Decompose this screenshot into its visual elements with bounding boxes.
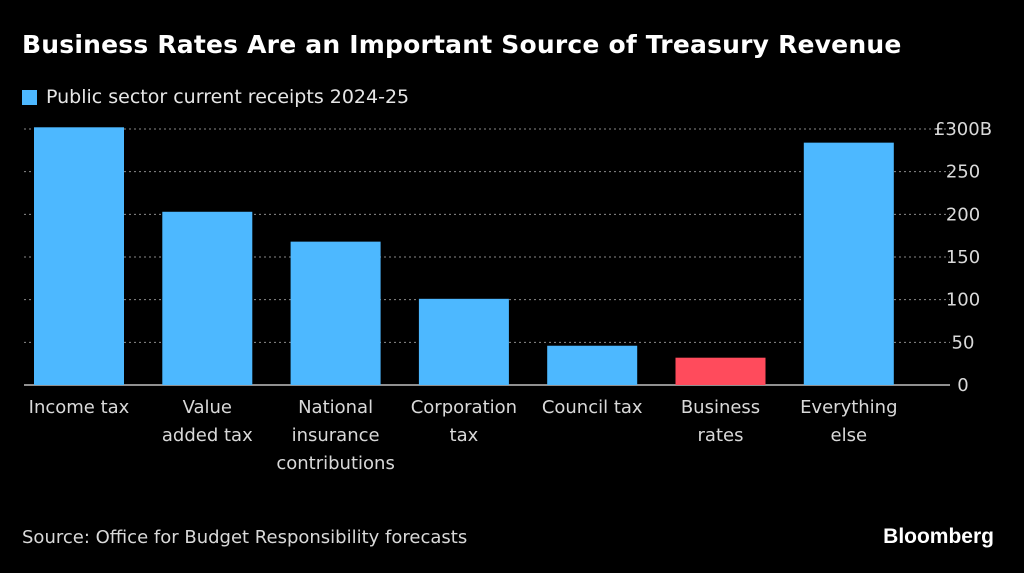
bar	[34, 127, 124, 385]
bar	[547, 345, 638, 385]
legend-label: Public sector current receipts 2024-25	[46, 86, 410, 108]
source-note: Source: Office for Budget Responsibility…	[22, 527, 468, 548]
x-category-label: National insurance contributions	[276, 397, 394, 474]
y-tick-label: 0	[957, 375, 968, 396]
x-category-label: Income tax	[29, 397, 130, 418]
chart-title: Business Rates Are an Important Source o…	[22, 30, 902, 59]
bar	[290, 241, 381, 385]
y-tick-label: £300B	[934, 119, 992, 140]
y-tick-label: 50	[952, 332, 975, 353]
bar	[162, 211, 253, 385]
y-tick-label: 150	[946, 247, 980, 268]
bloomberg-logo: Bloomberg	[883, 525, 994, 548]
bar	[675, 357, 766, 385]
bar	[418, 298, 509, 385]
x-category-label: Council tax	[542, 397, 643, 418]
x-category-label: Business rates	[681, 397, 760, 446]
bar	[803, 142, 894, 385]
bar-chart: 0 50 100 150 200 250 £300B Income tax Value added…	[24, 119, 992, 474]
legend-swatch	[22, 89, 37, 105]
x-category-label: Value added tax	[162, 397, 253, 446]
y-tick-label: 100	[946, 290, 980, 311]
x-category-label: Everything else	[800, 397, 897, 446]
y-tick-label: 200	[946, 204, 980, 225]
x-category-label: Corporation tax	[411, 397, 517, 446]
chart-legend: Public sector current receipts 2024-25	[22, 86, 409, 108]
y-tick-label: 250	[946, 162, 980, 183]
